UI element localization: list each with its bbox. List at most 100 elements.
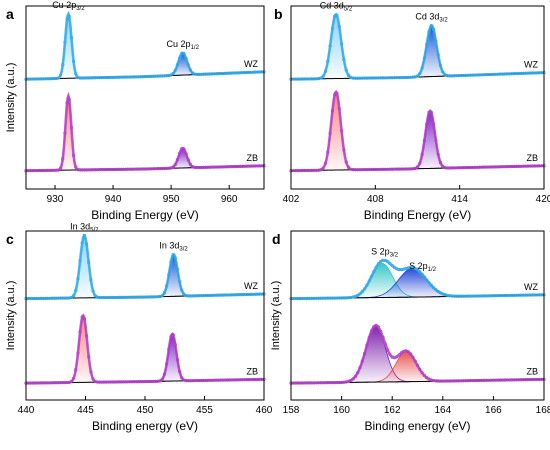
data-point (425, 278, 429, 282)
data-point (26, 381, 30, 385)
data-point (37, 77, 41, 81)
data-point (91, 76, 95, 80)
data-point (206, 72, 210, 76)
data-point (145, 379, 149, 384)
data-point (386, 348, 390, 352)
data-point (258, 164, 262, 168)
data-point (178, 369, 182, 374)
data-point (186, 294, 190, 298)
data-point (388, 261, 392, 266)
data-point (397, 353, 401, 357)
data-point (80, 76, 84, 80)
data-point (340, 42, 344, 46)
data-point (50, 296, 54, 300)
data-point (415, 74, 420, 78)
data-point (117, 167, 121, 171)
data-point (234, 164, 238, 169)
data-point (374, 265, 378, 270)
data-point (214, 293, 218, 297)
data-point (84, 242, 89, 246)
data-point (56, 168, 61, 172)
data-point (369, 274, 374, 279)
data-point (171, 71, 175, 76)
data-point (184, 56, 188, 61)
data-point (429, 23, 433, 28)
data-point (71, 376, 76, 380)
data-point (245, 378, 249, 382)
data-point (201, 165, 206, 169)
data-point (52, 296, 56, 300)
data-point (28, 296, 32, 301)
data-point (115, 380, 119, 384)
data-point (229, 378, 234, 382)
data-point (102, 75, 106, 80)
data-point (323, 69, 328, 73)
data-point (236, 293, 240, 297)
data-point (234, 71, 238, 75)
data-point (225, 165, 229, 169)
data-point (33, 381, 37, 385)
data-point (337, 25, 341, 29)
data-point (126, 380, 130, 384)
x-tick-label: 455 (196, 405, 213, 416)
data-point (26, 169, 30, 173)
data-point (415, 363, 420, 368)
data-point (119, 380, 123, 384)
data-point (52, 76, 56, 81)
data-point (425, 42, 429, 47)
data-point (171, 253, 175, 257)
data-point (117, 380, 121, 384)
data-point (28, 381, 32, 385)
data-point (260, 377, 264, 381)
data-point (26, 77, 30, 81)
x-tick-label: 445 (77, 405, 94, 416)
data-point (117, 75, 121, 79)
x-tick-label: 160 (333, 405, 350, 416)
series-zb: ZB (289, 89, 546, 173)
x-tick-label: 162 (384, 405, 401, 416)
data-point (245, 70, 249, 75)
data-point (216, 378, 221, 382)
data-point (221, 293, 225, 297)
data-point (130, 295, 134, 299)
data-point (59, 296, 63, 300)
data-point (388, 352, 392, 357)
data-point (158, 74, 162, 78)
data-point (390, 264, 394, 268)
data-point (344, 160, 348, 164)
data-point (65, 101, 69, 105)
data-point (76, 168, 80, 172)
x-tick-label: 420 (536, 194, 550, 205)
series-label: WZ (524, 282, 538, 292)
data-point (110, 380, 115, 384)
data-point (71, 294, 76, 298)
data-point (113, 75, 117, 79)
data-point (108, 75, 112, 79)
data-point (251, 377, 255, 382)
data-point (162, 74, 167, 78)
data-point (143, 167, 147, 171)
data-point (41, 168, 45, 173)
data-point (214, 378, 218, 382)
data-point (193, 165, 197, 169)
data-point (227, 71, 231, 75)
data-point (247, 377, 251, 382)
peak-annotation: S 2p3/2 (371, 246, 399, 258)
data-point (413, 359, 417, 363)
data-point (227, 165, 231, 169)
data-point (154, 74, 158, 78)
data-point (162, 372, 167, 376)
data-point (171, 165, 175, 169)
data-point (180, 51, 184, 56)
series-label: ZB (526, 366, 538, 376)
data-point (46, 381, 50, 385)
data-point (216, 293, 221, 297)
data-point (330, 26, 335, 31)
data-point (212, 165, 216, 169)
data-point (74, 72, 78, 76)
data-point (381, 335, 385, 339)
data-point (173, 343, 177, 347)
data-point (197, 378, 201, 383)
envelope-line (25, 313, 265, 385)
data-point (188, 162, 193, 167)
